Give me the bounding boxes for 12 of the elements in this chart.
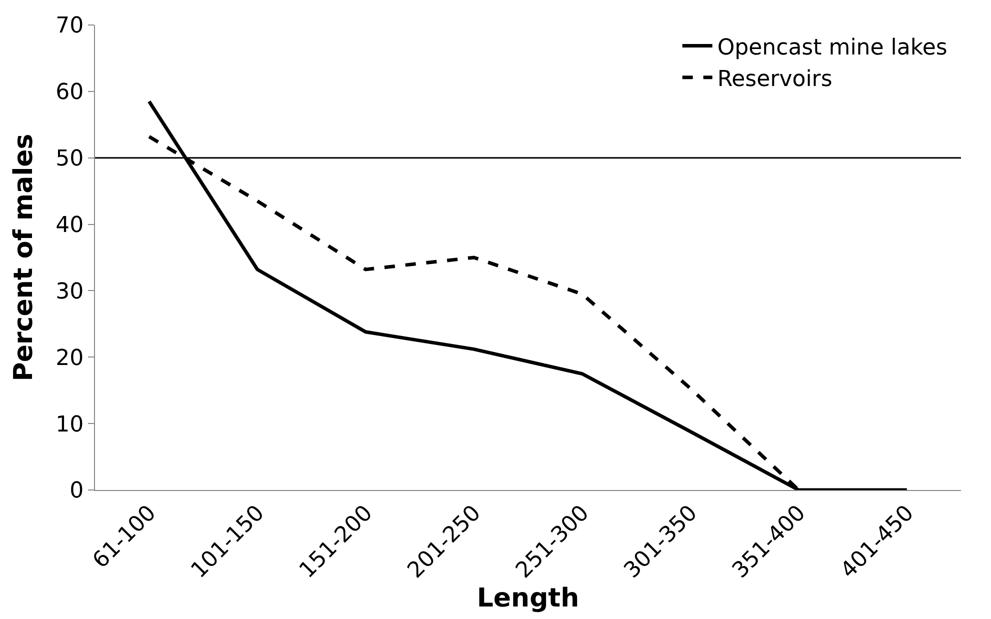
y-tick-label: 0 [70,478,84,504]
y-tick-label: 40 [56,212,84,238]
y-tick-label: 70 [56,14,84,39]
x-axis-title: Length [476,583,580,614]
y-tick-label: 20 [56,346,84,371]
y-axis-title: Percent of males [9,134,39,382]
y-tick-label: 30 [56,279,84,304]
y-tick-label: 10 [56,412,84,438]
legend-label: Opencast mine lakes [717,35,948,60]
y-tick-label: 50 [56,146,84,172]
legend-label: Reservoirs [717,66,832,92]
y-tick-label: 60 [56,80,84,106]
